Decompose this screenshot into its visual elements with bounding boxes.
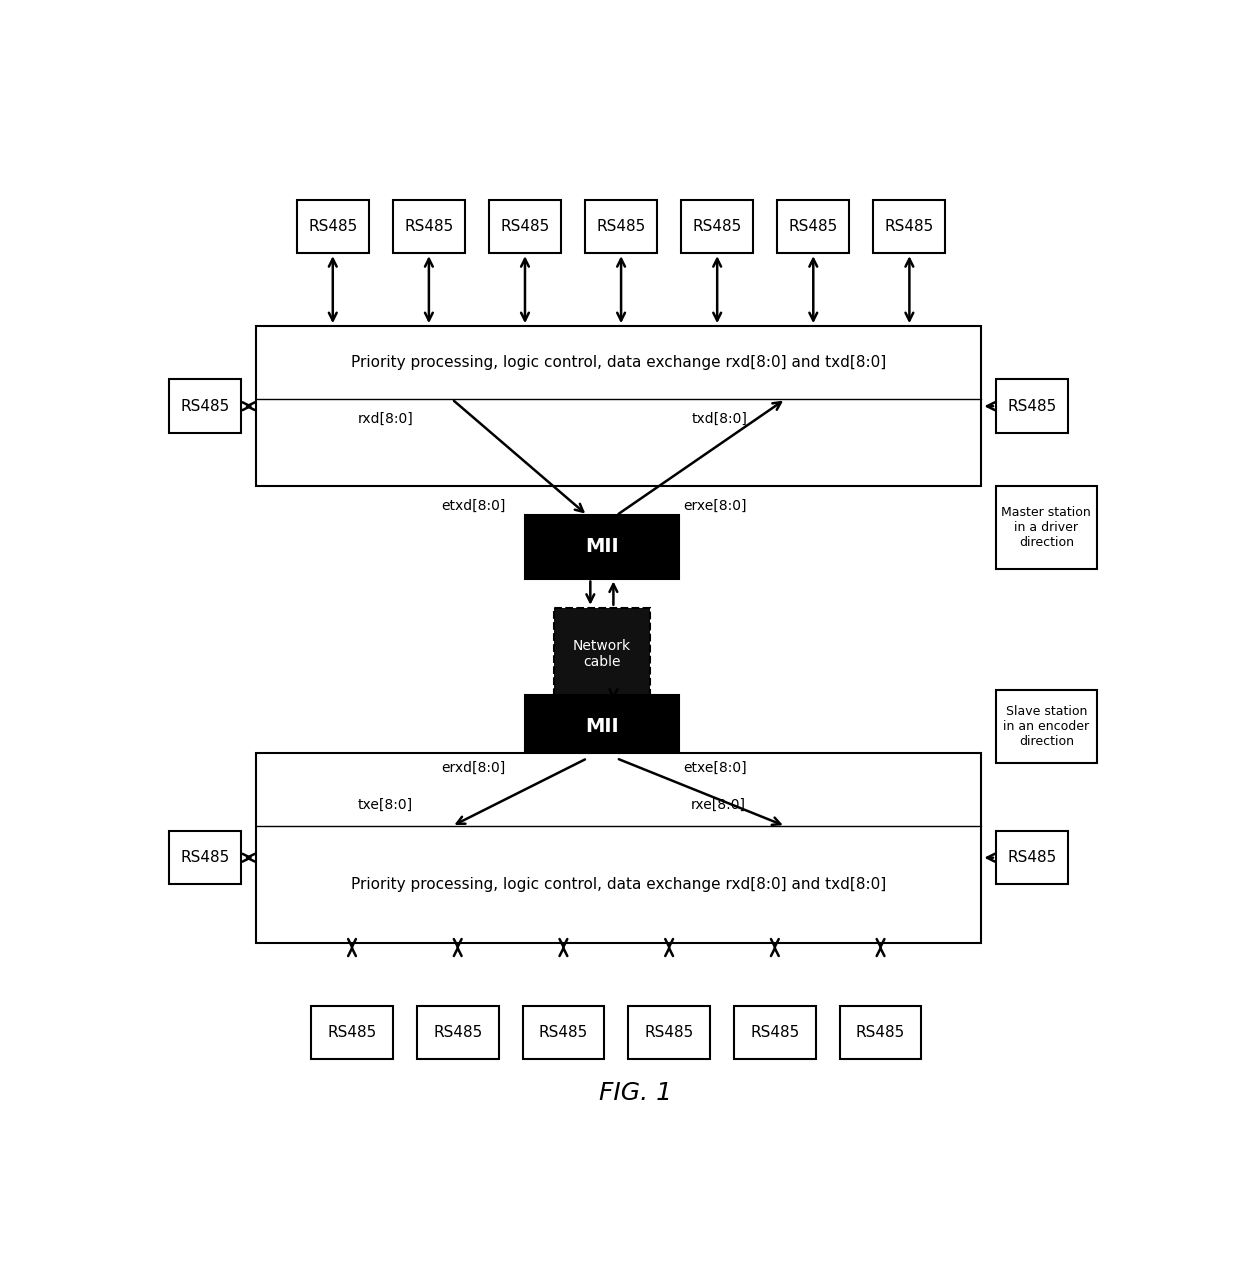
- Text: erxd[8:0]: erxd[8:0]: [441, 760, 506, 776]
- Text: RS485: RS485: [645, 1025, 693, 1040]
- FancyBboxPatch shape: [170, 831, 242, 884]
- Text: RS485: RS485: [404, 219, 454, 235]
- Text: RS485: RS485: [789, 219, 838, 235]
- FancyBboxPatch shape: [522, 1006, 604, 1059]
- FancyBboxPatch shape: [296, 200, 368, 253]
- Text: RS485: RS485: [433, 1025, 482, 1040]
- Text: RS485: RS485: [181, 398, 231, 414]
- Text: etxd[8:0]: etxd[8:0]: [441, 498, 506, 513]
- FancyBboxPatch shape: [629, 1006, 711, 1059]
- FancyBboxPatch shape: [255, 753, 982, 943]
- Text: Slave station
in an encoder
direction: Slave station in an encoder direction: [1003, 705, 1090, 748]
- FancyBboxPatch shape: [996, 487, 1096, 569]
- Text: RS485: RS485: [596, 219, 646, 235]
- Text: RS485: RS485: [309, 219, 357, 235]
- Text: FIG. 1: FIG. 1: [599, 1081, 672, 1105]
- Text: RS485: RS485: [750, 1025, 800, 1040]
- Text: erxe[8:0]: erxe[8:0]: [683, 498, 746, 513]
- Text: RS485: RS485: [693, 219, 742, 235]
- Text: RS485: RS485: [856, 1025, 905, 1040]
- FancyBboxPatch shape: [525, 516, 678, 579]
- FancyBboxPatch shape: [170, 380, 242, 433]
- Text: rxd[8:0]: rxd[8:0]: [357, 411, 413, 425]
- FancyBboxPatch shape: [873, 200, 945, 253]
- Text: Master station
in a driver
direction: Master station in a driver direction: [1002, 506, 1091, 549]
- Text: RS485: RS485: [539, 1025, 588, 1040]
- FancyBboxPatch shape: [996, 380, 1068, 433]
- Text: rxe[8:0]: rxe[8:0]: [691, 798, 746, 812]
- FancyBboxPatch shape: [734, 1006, 816, 1059]
- FancyBboxPatch shape: [554, 608, 650, 700]
- Text: etxe[8:0]: etxe[8:0]: [683, 760, 748, 776]
- Text: MII: MII: [585, 718, 619, 736]
- Text: RS485: RS485: [501, 219, 549, 235]
- Text: RS485: RS485: [1007, 398, 1056, 414]
- FancyBboxPatch shape: [777, 200, 849, 253]
- Text: RS485: RS485: [1007, 850, 1056, 865]
- Text: Priority processing, logic control, data exchange rxd[8:0] and txd[8:0]: Priority processing, logic control, data…: [351, 876, 887, 892]
- FancyBboxPatch shape: [681, 200, 753, 253]
- FancyBboxPatch shape: [996, 690, 1096, 763]
- Text: RS485: RS485: [885, 219, 934, 235]
- FancyBboxPatch shape: [585, 200, 657, 253]
- FancyBboxPatch shape: [417, 1006, 498, 1059]
- Text: txe[8:0]: txe[8:0]: [357, 798, 413, 812]
- Text: Priority processing, logic control, data exchange rxd[8:0] and txd[8:0]: Priority processing, logic control, data…: [351, 356, 887, 369]
- FancyBboxPatch shape: [393, 200, 465, 253]
- Text: txd[8:0]: txd[8:0]: [691, 411, 748, 425]
- FancyBboxPatch shape: [489, 200, 560, 253]
- Text: RS485: RS485: [181, 850, 231, 865]
- Text: MII: MII: [585, 537, 619, 556]
- FancyBboxPatch shape: [311, 1006, 393, 1059]
- FancyBboxPatch shape: [255, 327, 982, 487]
- Text: Network
cable: Network cable: [573, 639, 631, 668]
- FancyBboxPatch shape: [525, 695, 678, 758]
- FancyBboxPatch shape: [996, 831, 1068, 884]
- Text: RS485: RS485: [327, 1025, 377, 1040]
- FancyBboxPatch shape: [839, 1006, 921, 1059]
